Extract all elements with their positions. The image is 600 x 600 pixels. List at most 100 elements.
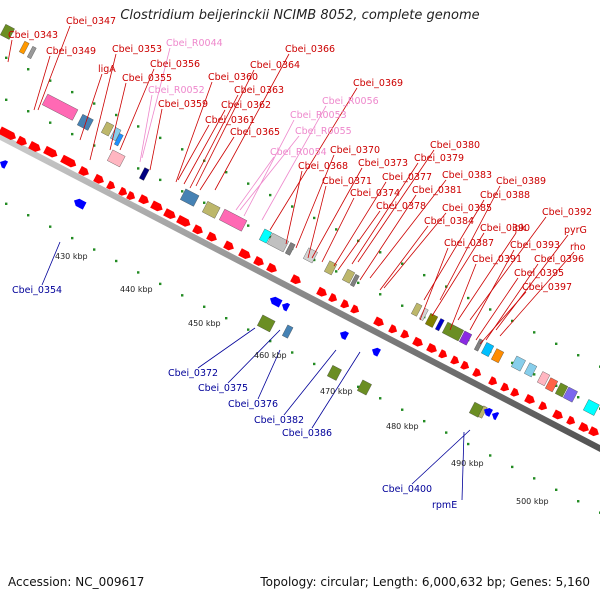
forward-arrow (488, 376, 498, 386)
feature-box (285, 242, 296, 256)
forward-arrow (163, 208, 176, 220)
leader-line (243, 119, 295, 217)
tick-dot (203, 305, 206, 308)
feature-box (511, 355, 526, 372)
tick-dot (401, 304, 404, 307)
leader-line (295, 154, 335, 249)
forward-arrow (438, 349, 448, 359)
tick-dot (555, 342, 558, 345)
gene-label: Cbei_0384 (424, 216, 474, 227)
tick-dot (291, 351, 294, 354)
forward-arrow (28, 141, 41, 152)
kbp-tick-label: 450 kbp (188, 319, 221, 328)
kbp-tick-labels: 430 kbp 440 kbp 450 kbp 460 kbp 470 kbp 480 k… (55, 252, 549, 506)
tick-dot (181, 148, 184, 151)
leader-line (307, 185, 327, 259)
forward-arrow (400, 329, 410, 339)
tick-dot (49, 79, 52, 82)
feature-box (563, 386, 578, 403)
tick-dot (357, 385, 360, 389)
tick-dot (225, 171, 228, 174)
gene-label: Cbei_0370 (330, 145, 380, 156)
leader-line (475, 277, 519, 341)
kbp-tick-label: 490 kbp (451, 459, 484, 468)
tick-dot (247, 224, 250, 227)
gene-label: Cbei_R0054 (270, 147, 327, 158)
forward-arrow (60, 154, 77, 168)
leader-line (351, 162, 419, 265)
kbp-tick-label: 470 kbp (320, 387, 353, 396)
leader-line (431, 232, 485, 317)
leader-line (195, 69, 255, 187)
tick-dot (423, 419, 426, 423)
leader-line (37, 25, 71, 111)
leader-line (499, 251, 575, 337)
tick-dot (93, 102, 96, 105)
tick-dot (93, 144, 96, 147)
forward-arrow (290, 274, 301, 285)
tick-dot (291, 205, 294, 208)
feature-box (0, 24, 15, 40)
gene-label: Cbei_0349 (46, 46, 96, 57)
forward-arrow (412, 336, 423, 347)
feature-box (545, 377, 559, 393)
leader-line (479, 291, 527, 345)
feature-box (537, 371, 551, 387)
gene-label: rho (570, 242, 586, 253)
leader-line (239, 135, 300, 211)
leader-line (183, 109, 226, 185)
gene-label: Cbei_0365 (230, 127, 280, 138)
tick-dot (225, 317, 228, 320)
feature-box (42, 93, 79, 121)
tick-dot (5, 98, 8, 101)
tick-dot (27, 110, 30, 113)
tick-dot (357, 281, 360, 285)
feature-boxes-layer (0, 24, 600, 419)
forward-arrow (266, 262, 277, 273)
gene-label: Cbei_0382 (254, 415, 304, 426)
reverse-arrow (372, 347, 381, 357)
backbone-layer (0, 133, 600, 453)
tick-dot (401, 408, 404, 411)
tick-dot (93, 248, 96, 251)
forward-arrow (316, 286, 327, 297)
feature-box (342, 268, 356, 284)
feature-box (259, 228, 273, 244)
forward-arrow (510, 387, 520, 397)
feature-box (357, 379, 372, 396)
tick-dot (203, 201, 206, 204)
forward-arrow (176, 215, 191, 227)
tick-dot (269, 193, 272, 197)
leader-line (89, 53, 117, 161)
gene-label: Cbei_0372 (168, 368, 218, 379)
feature-box (180, 188, 200, 207)
feature-box (419, 307, 429, 321)
reverse-arrow (0, 160, 9, 169)
leader-line (197, 327, 256, 369)
tick-dot (577, 396, 580, 399)
forward-arrow (350, 304, 360, 314)
leader-line (411, 429, 471, 485)
gene-label: Cbei_0360 (208, 72, 258, 83)
forward-arrow (566, 415, 576, 425)
tick-dot (71, 90, 74, 94)
leader-line (177, 124, 210, 181)
forward-arrow (552, 409, 563, 420)
leader-line (469, 216, 547, 321)
leader-line (285, 170, 303, 245)
feature-box (219, 208, 248, 232)
gene-label: Cbei_0397 (522, 282, 572, 293)
forward-arrow (388, 324, 398, 334)
feature-box (478, 405, 488, 419)
leader-line (257, 349, 281, 400)
forward-arrow (253, 256, 264, 266)
feature-box (435, 318, 445, 332)
tick-dot (533, 477, 536, 480)
forward-arrow (150, 200, 163, 212)
tick-dot (27, 214, 30, 217)
leader-line (379, 225, 429, 291)
gene-label: Cbei_0400 (382, 484, 432, 495)
gene-label: Cbei_0395 (514, 268, 564, 279)
tick-dot (445, 285, 448, 288)
feature-box (282, 324, 294, 339)
